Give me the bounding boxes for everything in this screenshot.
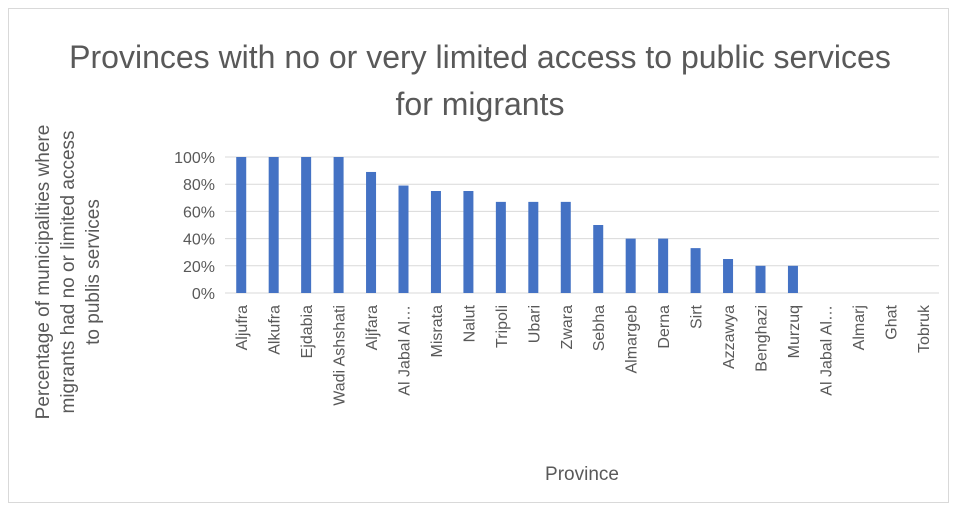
x-tick-label: Ejdabia <box>299 305 316 358</box>
bar <box>398 185 409 293</box>
y-tick-label: 20% <box>183 259 215 276</box>
x-axis-title: Province <box>545 464 619 485</box>
bar <box>658 238 669 293</box>
bar <box>495 201 506 293</box>
bar <box>560 201 571 293</box>
x-tick-label: Ubari <box>526 305 543 343</box>
y-tick-label: 100% <box>174 150 215 167</box>
y-axis-title-line-3: to publis services <box>83 199 104 345</box>
y-axis-title-line-2: migrants had no or limited access <box>58 130 79 413</box>
chart-title: Provinces with no or very limited access… <box>69 39 891 122</box>
x-tick-label: Azzawya <box>721 305 738 369</box>
x-tick-label: Wadi Ashshati <box>332 305 349 406</box>
gridlines <box>225 156 939 294</box>
y-tick-label: 60% <box>183 204 215 221</box>
bar <box>528 201 539 293</box>
x-tick-label: Nalut <box>461 304 478 342</box>
x-tick-label: Aljfara <box>364 305 381 350</box>
x-tick-label: Almargeb <box>624 305 641 374</box>
y-tick-labels: 0% 20% 40% 60% 80% 100% <box>174 150 215 303</box>
x-tick-label: Almarj <box>851 305 868 350</box>
x-tick-label: Alkufra <box>267 305 284 355</box>
y-axis-title: Percentage of municipalities where migra… <box>33 125 104 420</box>
bars <box>236 157 798 293</box>
x-tick-label: Zwara <box>559 305 576 350</box>
bar <box>430 191 441 293</box>
y-axis-title-line-1: Percentage of municipalities where <box>33 125 54 420</box>
x-tick-label: Sirt <box>689 304 706 329</box>
bar <box>236 157 247 293</box>
x-tick-labels: Aljufra Alkufra Ejdabia Wadi Ashshati Aljfar… <box>234 304 933 406</box>
x-tick-label: Ghat <box>883 304 900 339</box>
x-tick-label: Aljufra <box>234 305 251 350</box>
bar <box>755 265 766 293</box>
y-tick-label: 80% <box>183 177 215 194</box>
x-tick-label: Tripoli <box>494 305 511 348</box>
bar <box>366 171 377 293</box>
bar <box>723 259 734 293</box>
x-tick-label: Tobruk <box>916 304 933 353</box>
bar <box>690 248 701 293</box>
bar <box>463 191 474 293</box>
bar <box>593 225 604 293</box>
x-tick-label: Derna <box>656 305 673 349</box>
y-tick-label: 0% <box>192 286 215 303</box>
x-tick-label: Benghazi <box>754 305 771 372</box>
y-tick-label: 40% <box>183 232 215 249</box>
x-tick-label: Al Jabal Al… <box>397 305 414 396</box>
bar <box>268 157 279 293</box>
x-tick-label: Misrata <box>429 305 446 358</box>
x-tick-label: Sebha <box>591 305 608 351</box>
bar <box>333 157 344 293</box>
chart-frame <box>8 8 949 503</box>
x-tick-label: Murzuq <box>786 305 803 358</box>
bar <box>301 157 312 293</box>
bar <box>625 238 636 293</box>
bar <box>787 265 798 293</box>
x-tick-label: Al Jabal Al… <box>818 305 835 396</box>
